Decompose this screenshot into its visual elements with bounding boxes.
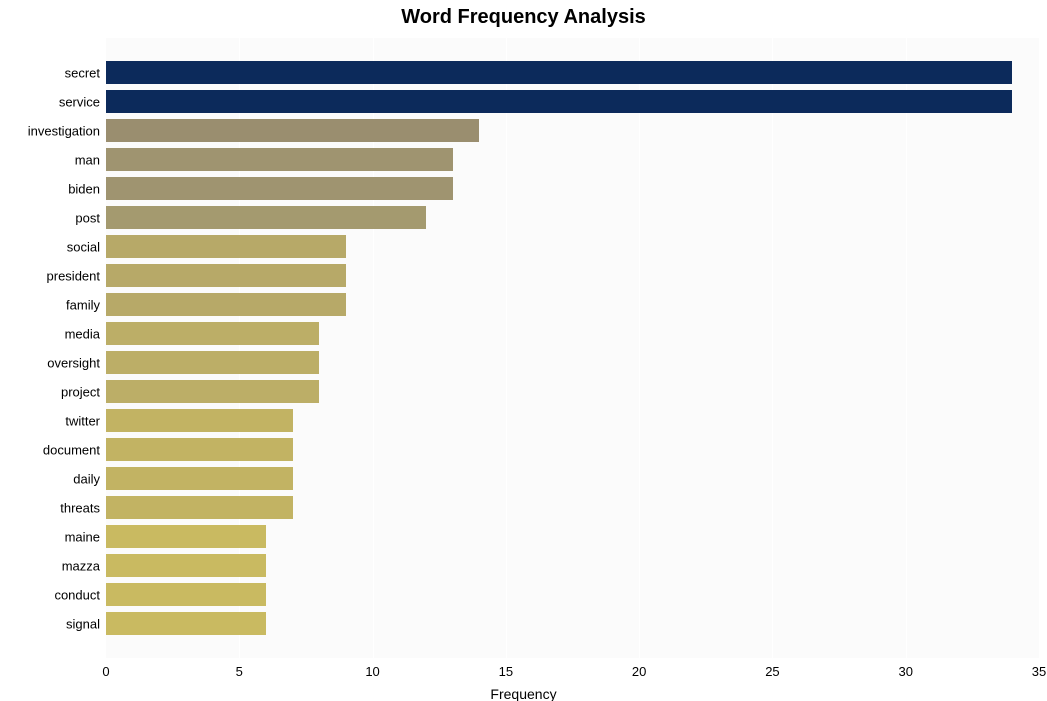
x-tick-label: 0 — [102, 664, 109, 679]
y-tick-label: social — [67, 239, 100, 254]
y-tick-label: oversight — [47, 355, 100, 370]
x-tick-label: 15 — [499, 664, 513, 679]
bar — [106, 496, 293, 519]
y-tick-label: man — [75, 152, 100, 167]
x-tick-label: 20 — [632, 664, 646, 679]
bar — [106, 438, 293, 461]
bar — [106, 177, 453, 200]
bar — [106, 351, 319, 374]
plot-area — [106, 38, 1039, 658]
grid-line — [506, 38, 507, 658]
bar — [106, 206, 426, 229]
y-tick-label: signal — [66, 616, 100, 631]
y-tick-label: post — [75, 210, 100, 225]
x-axis-labels: 05101520253035 — [106, 664, 1039, 684]
y-tick-label: media — [65, 326, 100, 341]
y-tick-label: biden — [68, 181, 100, 196]
bar — [106, 612, 266, 635]
word-frequency-chart: Word Frequency Analysis secret service inv… — [0, 0, 1047, 701]
bar — [106, 61, 1012, 84]
y-tick-label: investigation — [28, 123, 100, 138]
y-tick-label: secret — [65, 65, 100, 80]
y-tick-label: conduct — [54, 587, 100, 602]
bar — [106, 380, 319, 403]
y-tick-label: threats — [60, 500, 100, 515]
y-tick-label: president — [47, 268, 100, 283]
bar — [106, 264, 346, 287]
y-axis-labels: secret service investigation man biden post so… — [0, 38, 106, 658]
y-tick-label: project — [61, 384, 100, 399]
y-tick-label: service — [59, 94, 100, 109]
bar — [106, 322, 319, 345]
x-tick-label: 35 — [1032, 664, 1046, 679]
chart-title: Word Frequency Analysis — [0, 6, 1047, 29]
y-tick-label: maine — [65, 529, 100, 544]
bar — [106, 148, 453, 171]
bar — [106, 525, 266, 548]
y-tick-label: daily — [73, 471, 100, 486]
y-tick-label: family — [66, 297, 100, 312]
bar — [106, 119, 479, 142]
grid-line — [772, 38, 773, 658]
grid-line — [639, 38, 640, 658]
bar — [106, 467, 293, 490]
y-tick-label: mazza — [62, 558, 100, 573]
x-tick-label: 25 — [765, 664, 779, 679]
y-tick-label: document — [43, 442, 100, 457]
bar — [106, 583, 266, 606]
bar — [106, 90, 1012, 113]
x-tick-label: 10 — [365, 664, 379, 679]
grid-line — [1039, 38, 1040, 658]
bar — [106, 409, 293, 432]
grid-line — [906, 38, 907, 658]
x-axis-title: Frequency — [0, 686, 1047, 701]
bar — [106, 235, 346, 258]
bar — [106, 293, 346, 316]
bar — [106, 554, 266, 577]
y-tick-label: twitter — [65, 413, 100, 428]
x-tick-label: 30 — [898, 664, 912, 679]
x-tick-label: 5 — [236, 664, 243, 679]
